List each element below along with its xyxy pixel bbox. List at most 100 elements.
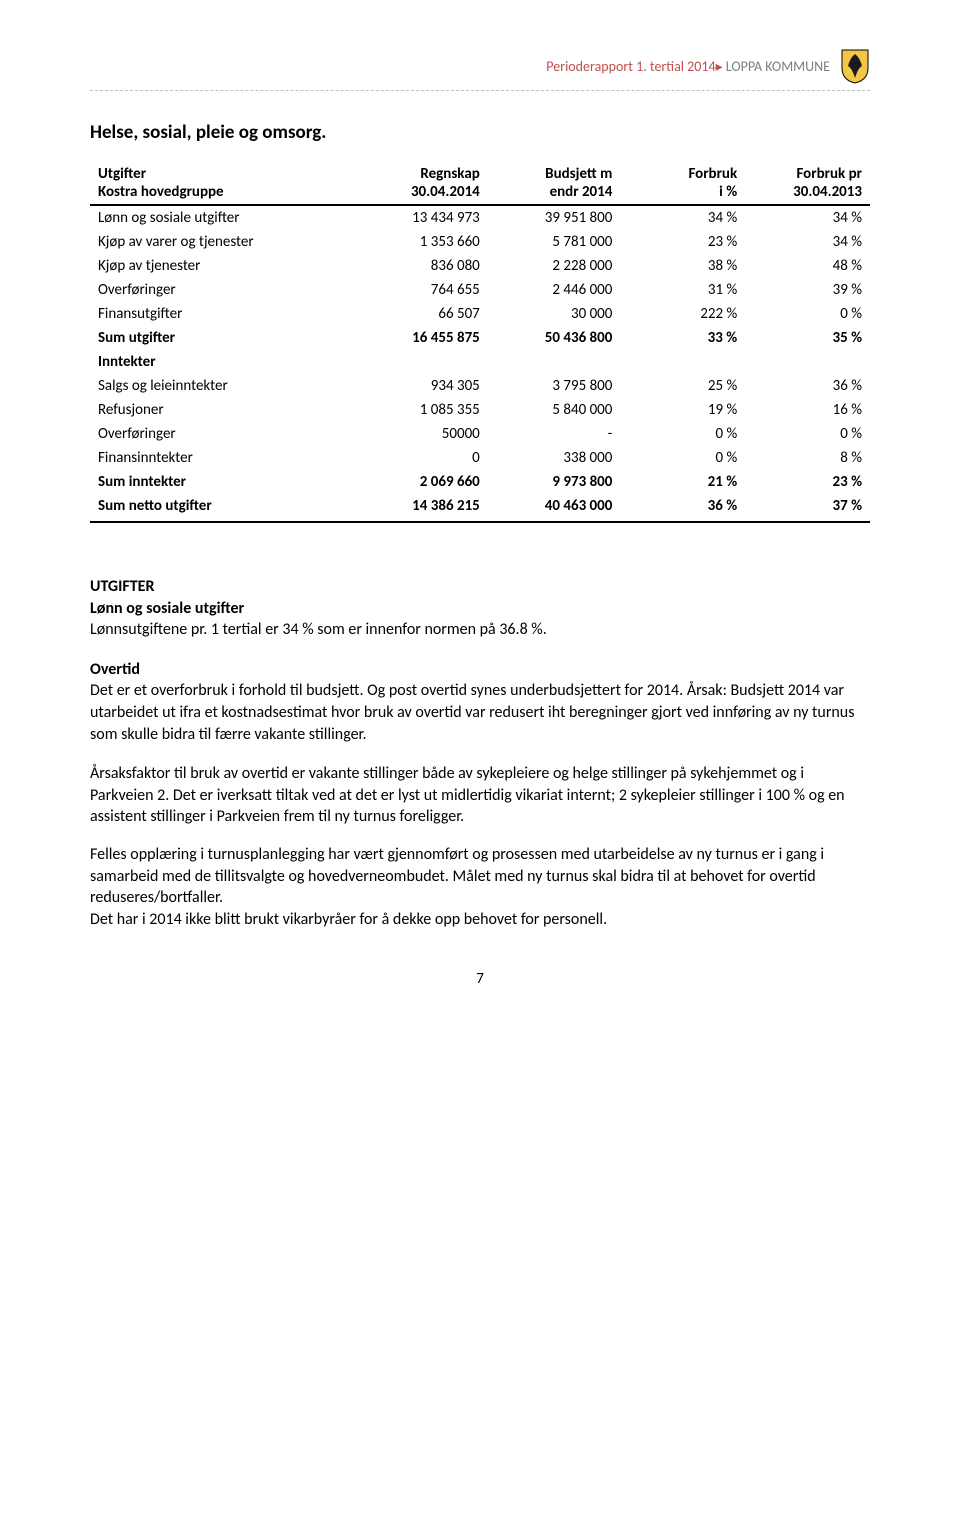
row-value: 19 % bbox=[620, 398, 745, 422]
row-value: - bbox=[488, 422, 621, 446]
row-label: Sum inntekter bbox=[90, 470, 355, 494]
table-row: Sum utgifter16 455 87550 436 80033 %35 % bbox=[90, 326, 870, 350]
table-row: Overføringer50000-0 %0 % bbox=[90, 422, 870, 446]
utgifter-heading: UTGIFTER bbox=[90, 576, 870, 598]
row-label: Salgs og leieinntekter bbox=[90, 374, 355, 398]
row-value bbox=[620, 350, 745, 374]
row-value: 14 386 215 bbox=[355, 494, 488, 522]
row-value: 836 080 bbox=[355, 254, 488, 278]
row-value: 5 781 000 bbox=[488, 230, 621, 254]
row-value: 23 % bbox=[620, 230, 745, 254]
row-value bbox=[745, 350, 870, 374]
row-value: 222 % bbox=[620, 302, 745, 326]
row-value: 764 655 bbox=[355, 278, 488, 302]
row-value: 40 463 000 bbox=[488, 494, 621, 522]
row-value: 33 % bbox=[620, 326, 745, 350]
row-value: 1 085 355 bbox=[355, 398, 488, 422]
row-label: Finansutgifter bbox=[90, 302, 355, 326]
row-value: 0 % bbox=[745, 422, 870, 446]
row-value: 1 353 660 bbox=[355, 230, 488, 254]
table-row: Kjøp av tjenester836 0802 228 00038 %48 … bbox=[90, 254, 870, 278]
table-header: Utgifter Kostra hovedgruppe Regnskap 30.… bbox=[90, 162, 870, 205]
row-label: Kjøp av tjenester bbox=[90, 254, 355, 278]
row-value: 2 069 660 bbox=[355, 470, 488, 494]
overtid-block-2: Felles opplæring i turnusplanlegging har… bbox=[90, 844, 870, 930]
overtid-p4: Det har i 2014 ikke blitt brukt vikarbyr… bbox=[90, 909, 870, 931]
row-value: 934 305 bbox=[355, 374, 488, 398]
table-row: Refusjoner1 085 3555 840 00019 %16 % bbox=[90, 398, 870, 422]
row-value: 66 507 bbox=[355, 302, 488, 326]
row-value: 13 434 973 bbox=[355, 205, 488, 230]
row-value: 2 228 000 bbox=[488, 254, 621, 278]
row-value: 39 951 800 bbox=[488, 205, 621, 230]
header-gray-text: LOPPA KOMMUNE bbox=[726, 58, 830, 75]
table-row: Kjøp av varer og tjenester1 353 6605 781… bbox=[90, 230, 870, 254]
header-title: Perioderapport 1. tertial 2014▸ LOPPA KO… bbox=[546, 58, 830, 75]
col-header: Forbruk i % bbox=[620, 162, 745, 205]
spacer bbox=[90, 542, 870, 576]
row-value: 48 % bbox=[745, 254, 870, 278]
table-row: Inntekter bbox=[90, 350, 870, 374]
lonn-text: Lønnsutgiftene pr. 1 tertial er 34 % som… bbox=[90, 619, 870, 641]
row-value: 25 % bbox=[620, 374, 745, 398]
row-value: 0 % bbox=[620, 422, 745, 446]
overtid-heading: Overtid bbox=[90, 659, 870, 681]
row-value: 35 % bbox=[745, 326, 870, 350]
lonn-heading: Lønn og sosiale utgifter bbox=[90, 598, 870, 620]
row-label: Finansinntekter bbox=[90, 446, 355, 470]
row-value: 3 795 800 bbox=[488, 374, 621, 398]
finance-table: Utgifter Kostra hovedgruppe Regnskap 30.… bbox=[90, 162, 870, 542]
row-label: Refusjoner bbox=[90, 398, 355, 422]
table-row: Lønn og sosiale utgifter13 434 97339 951… bbox=[90, 205, 870, 230]
row-value: 0 % bbox=[745, 302, 870, 326]
page-header: Perioderapport 1. tertial 2014▸ LOPPA KO… bbox=[90, 48, 870, 84]
row-value: 0 % bbox=[620, 446, 745, 470]
table-row: Salgs og leieinntekter934 3053 795 80025… bbox=[90, 374, 870, 398]
row-value: 34 % bbox=[620, 205, 745, 230]
row-value: 37 % bbox=[745, 494, 870, 522]
utgifter-block: UTGIFTER Lønn og sosiale utgifter Lønnsu… bbox=[90, 576, 870, 641]
row-value: 38 % bbox=[620, 254, 745, 278]
section-title: Helse, sosial, pleie og omsorg. bbox=[90, 121, 870, 144]
header-accent-text: Perioderapport 1. tertial 2014 bbox=[546, 58, 715, 75]
col-header: Budsjett m endr 2014 bbox=[488, 162, 621, 205]
table-row: Sum inntekter2 069 6609 973 80021 %23 % bbox=[90, 470, 870, 494]
row-label: Lønn og sosiale utgifter bbox=[90, 205, 355, 230]
row-value: 338 000 bbox=[488, 446, 621, 470]
overtid-p3: Felles opplæring i turnusplanlegging har… bbox=[90, 844, 870, 909]
row-label: Overføringer bbox=[90, 278, 355, 302]
row-value: 34 % bbox=[745, 230, 870, 254]
page-number: 7 bbox=[90, 970, 870, 988]
row-value bbox=[355, 350, 488, 374]
row-value: 31 % bbox=[620, 278, 745, 302]
table-body: Lønn og sosiale utgifter13 434 97339 951… bbox=[90, 205, 870, 542]
row-value: 39 % bbox=[745, 278, 870, 302]
row-value: 30 000 bbox=[488, 302, 621, 326]
overtid-p1: Det er et overforbruk i forhold til buds… bbox=[90, 680, 870, 745]
row-value: 9 973 800 bbox=[488, 470, 621, 494]
col-header: Utgifter Kostra hovedgruppe bbox=[90, 162, 355, 205]
coat-of-arms-icon bbox=[840, 48, 870, 84]
row-value: 16 % bbox=[745, 398, 870, 422]
row-value: 5 840 000 bbox=[488, 398, 621, 422]
row-label: Sum utgifter bbox=[90, 326, 355, 350]
row-value: 21 % bbox=[620, 470, 745, 494]
table-row: Finansutgifter66 50730 000222 %0 % bbox=[90, 302, 870, 326]
page-container: Perioderapport 1. tertial 2014▸ LOPPA KO… bbox=[0, 0, 960, 1048]
row-value: 36 % bbox=[620, 494, 745, 522]
header-divider bbox=[90, 90, 870, 91]
overtid-p2: Årsaksfaktor til bruk av overtid er vaka… bbox=[90, 763, 870, 828]
row-value: 8 % bbox=[745, 446, 870, 470]
row-label: Overføringer bbox=[90, 422, 355, 446]
row-value: 23 % bbox=[745, 470, 870, 494]
row-value: 34 % bbox=[745, 205, 870, 230]
row-value bbox=[488, 350, 621, 374]
row-label: Kjøp av varer og tjenester bbox=[90, 230, 355, 254]
table-row: Sum netto utgifter14 386 21540 463 00036… bbox=[90, 494, 870, 522]
overtid-block: Overtid Det er et overforbruk i forhold … bbox=[90, 659, 870, 745]
row-value: 2 446 000 bbox=[488, 278, 621, 302]
row-value: 50 436 800 bbox=[488, 326, 621, 350]
row-value: 50000 bbox=[355, 422, 488, 446]
col-header: Regnskap 30.04.2014 bbox=[355, 162, 488, 205]
row-value: 0 bbox=[355, 446, 488, 470]
